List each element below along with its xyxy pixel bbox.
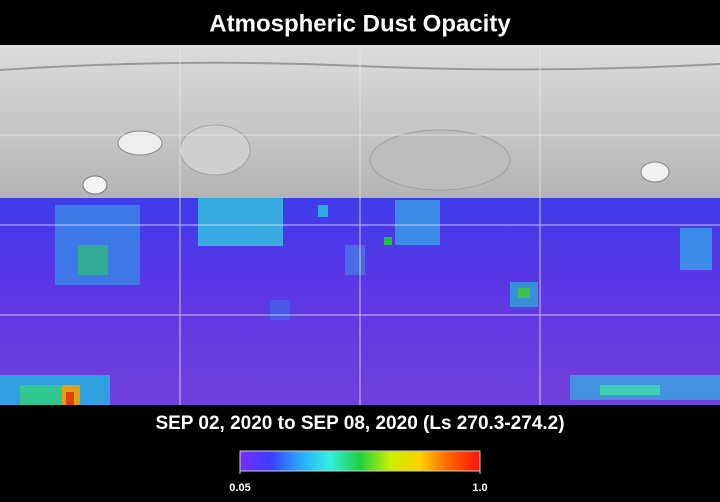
dust-patch bbox=[78, 245, 108, 275]
colorbar-tick-label: 1.0 bbox=[472, 482, 487, 494]
dust-patch bbox=[518, 288, 530, 298]
subtitle: SEP 02, 2020 to SEP 08, 2020 (Ls 270.3-2… bbox=[155, 413, 564, 434]
dust-patch bbox=[198, 198, 283, 246]
dust-patch bbox=[66, 392, 74, 405]
dust-patch bbox=[395, 200, 440, 245]
volcano bbox=[117, 130, 163, 156]
dust-patch bbox=[345, 245, 365, 275]
volcano bbox=[82, 175, 108, 195]
colorbar bbox=[239, 450, 481, 472]
volcano bbox=[640, 161, 670, 183]
terrain-region bbox=[369, 129, 511, 191]
dust-patch bbox=[384, 237, 392, 245]
terrain-region bbox=[179, 124, 251, 176]
title: Atmospheric Dust Opacity bbox=[209, 10, 511, 37]
dust-patches bbox=[0, 198, 720, 405]
dust-patch bbox=[600, 385, 660, 395]
dust-patch bbox=[318, 205, 328, 217]
map bbox=[0, 45, 720, 405]
dust-patch bbox=[270, 300, 290, 320]
colorbar-tick-label: 0.05 bbox=[229, 482, 250, 494]
dust-patch bbox=[680, 228, 712, 270]
lat-lon-grid bbox=[0, 45, 720, 405]
